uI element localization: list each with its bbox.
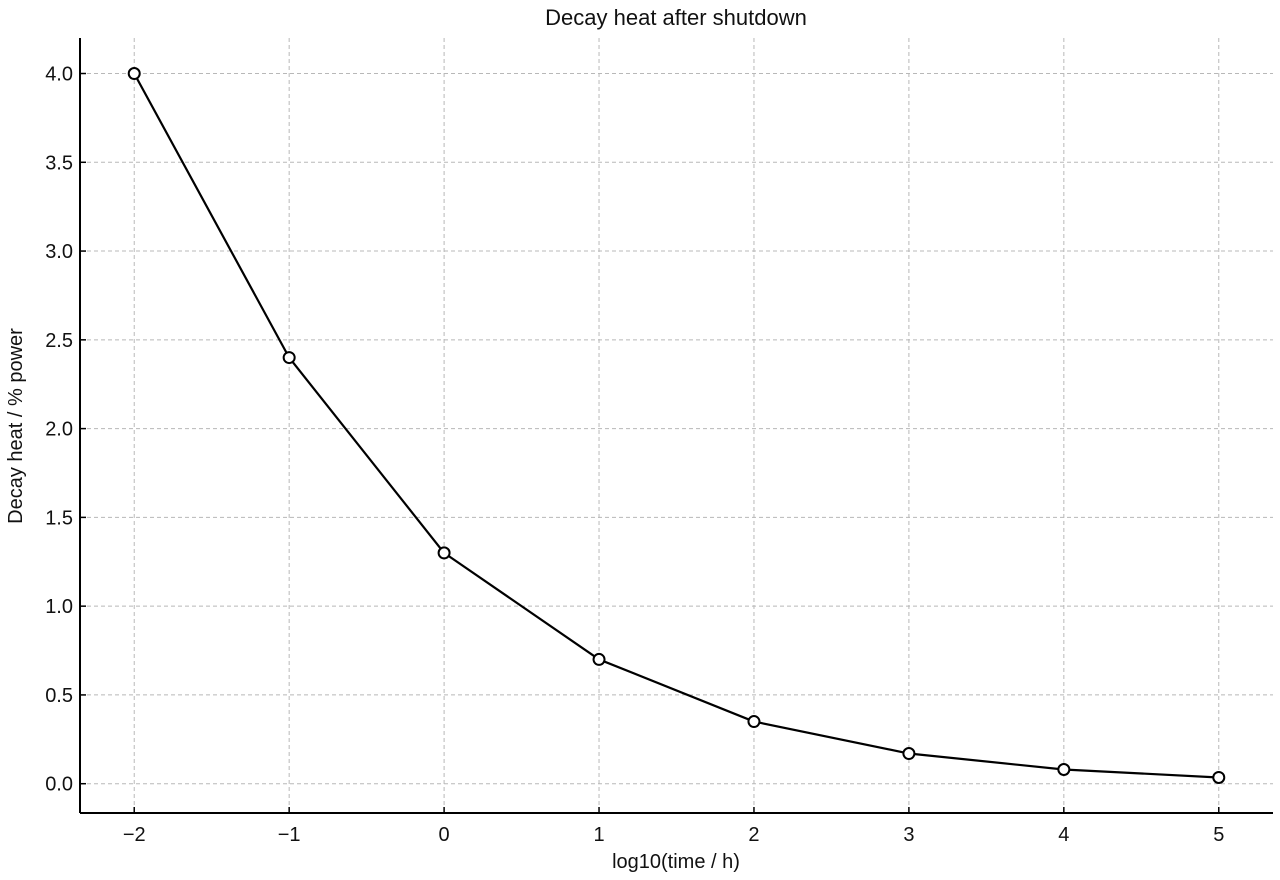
x-tick-label: 5 [1213, 824, 1224, 846]
x-tick-label: 4 [1058, 824, 1069, 846]
y-tick-label: 4.0 [45, 64, 73, 86]
x-axis-ticks: −2 −1 0 1 2 3 4 5 [123, 807, 1224, 846]
data-point [127, 67, 141, 81]
x-tick-label: 2 [748, 824, 759, 846]
x-tick-label: −1 [278, 824, 301, 846]
data-point [592, 652, 606, 666]
y-tick-label: 2.5 [45, 330, 73, 352]
series-line [133, 72, 1219, 779]
x-tick-label: −2 [123, 824, 146, 846]
axes [79, 38, 1273, 814]
y-tick-label: 3.0 [45, 241, 73, 263]
y-tick-label: 1.0 [45, 596, 73, 618]
y-axis-label: Decay heat / % power [5, 328, 27, 524]
data-point [1057, 763, 1071, 777]
y-tick-label: 2.0 [45, 419, 73, 441]
x-tick-label: 3 [903, 824, 914, 846]
y-tick-label: 3.5 [45, 152, 73, 174]
chart-title: Decay heat after shutdown [545, 5, 807, 30]
y-tick-label: 0.0 [45, 774, 73, 796]
data-point [1212, 770, 1226, 784]
x-tick-label: 0 [439, 824, 450, 846]
x-tick-label: 1 [593, 824, 604, 846]
y-tick-label: 1.5 [45, 507, 73, 529]
data-point [282, 351, 296, 365]
data-point [747, 715, 761, 729]
data-point [437, 546, 451, 560]
y-axis-ticks: 0.0 0.5 1.0 1.5 2.0 2.5 3.0 3.5 4.0 [45, 64, 86, 796]
series-group [127, 67, 1226, 784]
y-tick-label: 0.5 [45, 685, 73, 707]
x-axis-label: log10(time / h) [612, 851, 740, 873]
data-point [902, 747, 916, 761]
grid [80, 38, 1273, 813]
